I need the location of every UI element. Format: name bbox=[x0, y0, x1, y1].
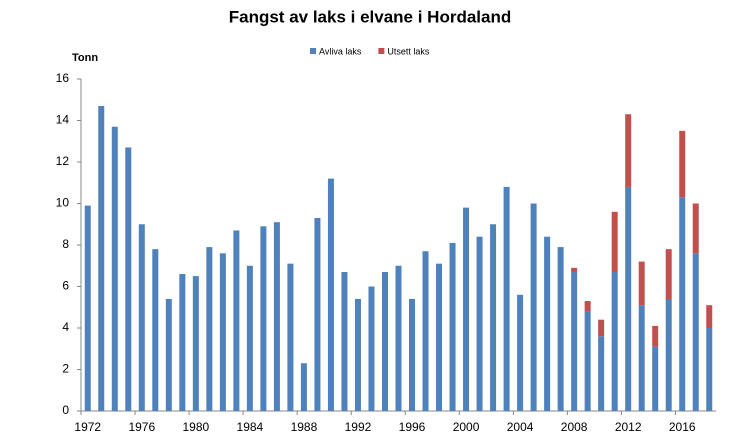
bar-segment bbox=[679, 130, 686, 198]
x-tick-label: 2012 bbox=[615, 420, 642, 434]
x-tick-label: 1984 bbox=[237, 420, 264, 434]
chart-title: Fangst av laks i elvane i Hordaland bbox=[229, 7, 512, 26]
bar-segment bbox=[638, 305, 645, 411]
y-tick-label: 2 bbox=[62, 362, 69, 376]
bar-segment bbox=[665, 249, 672, 299]
y-tick-label: 16 bbox=[56, 71, 70, 85]
y-tick-label: 14 bbox=[56, 113, 70, 127]
bar-segment bbox=[530, 203, 537, 411]
bar-segment bbox=[652, 325, 659, 347]
x-tick-label: 1992 bbox=[345, 420, 372, 434]
bar-segment bbox=[219, 253, 226, 411]
y-axis-label: Tonn bbox=[72, 52, 98, 64]
bar-segment bbox=[152, 249, 159, 411]
bar-segment bbox=[233, 230, 240, 411]
bar-segment bbox=[395, 265, 402, 411]
x-tick-label: 2004 bbox=[507, 420, 534, 434]
bar-segment bbox=[463, 207, 470, 411]
bar-segment bbox=[449, 242, 456, 411]
bar-segment bbox=[409, 298, 416, 411]
x-tick-label: 1980 bbox=[182, 420, 209, 434]
bar-segment bbox=[490, 224, 497, 411]
x-tick-label: 1996 bbox=[399, 420, 426, 434]
bar-segment bbox=[300, 363, 307, 411]
bar-segment bbox=[260, 226, 267, 411]
bar-segment bbox=[179, 274, 186, 411]
x-tick-label: 2000 bbox=[453, 420, 480, 434]
bar-segment bbox=[679, 197, 686, 411]
legend-label: Avliva laks bbox=[319, 46, 362, 56]
bar-segment bbox=[422, 251, 429, 411]
y-tick-label: 8 bbox=[62, 237, 69, 251]
bar-segment bbox=[354, 298, 361, 411]
bar-segment bbox=[692, 253, 699, 411]
bar-segment bbox=[503, 186, 510, 411]
bar-segment bbox=[98, 105, 105, 411]
bar-segment bbox=[652, 346, 659, 411]
bar-segment bbox=[584, 301, 591, 312]
x-tick-label: 1976 bbox=[128, 420, 155, 434]
bar-segment bbox=[544, 236, 551, 411]
bar-segment bbox=[598, 319, 605, 337]
bar-segment bbox=[611, 211, 618, 272]
bar-segment bbox=[341, 271, 348, 411]
y-tick-label: 0 bbox=[62, 403, 69, 417]
bar-segment bbox=[314, 218, 321, 411]
bar-segment bbox=[665, 298, 672, 411]
bar-segment bbox=[138, 224, 145, 411]
bar-segment bbox=[381, 271, 388, 411]
bar-segment bbox=[368, 286, 375, 411]
bar-segment bbox=[625, 186, 632, 411]
bar-segment bbox=[557, 247, 564, 411]
x-tick-label: 2008 bbox=[561, 420, 588, 434]
y-tick-label: 10 bbox=[56, 196, 70, 210]
y-tick-label: 12 bbox=[56, 154, 70, 168]
bar-segment bbox=[625, 114, 632, 187]
bar-segment bbox=[125, 147, 132, 411]
bar-segment bbox=[327, 178, 334, 411]
bar-segment bbox=[206, 247, 213, 411]
bar-segment bbox=[598, 336, 605, 411]
x-tick-label: 2016 bbox=[669, 420, 696, 434]
y-tick-label: 6 bbox=[62, 279, 69, 293]
bar-segment bbox=[517, 294, 524, 411]
bar-segment bbox=[246, 265, 253, 411]
legend-label: Utsett laks bbox=[387, 46, 430, 56]
bar-segment bbox=[476, 236, 483, 411]
x-tick-label: 1972 bbox=[74, 420, 101, 434]
bar-segment bbox=[692, 203, 699, 254]
bar-segment bbox=[584, 311, 591, 411]
bar-segment bbox=[273, 222, 280, 411]
bar-segment bbox=[638, 261, 645, 306]
bar-segment bbox=[111, 126, 118, 411]
bar-segment bbox=[571, 267, 578, 272]
x-tick-label: 1988 bbox=[291, 420, 318, 434]
bar-segment bbox=[706, 305, 713, 328]
bar-segment bbox=[571, 271, 578, 411]
bar-segment bbox=[84, 205, 91, 411]
bar-segment bbox=[192, 276, 199, 411]
bar-segment bbox=[706, 328, 713, 411]
bar-segment bbox=[611, 271, 618, 411]
legend-swatch bbox=[310, 48, 316, 54]
bar-segment bbox=[287, 263, 294, 411]
bar-segment bbox=[165, 298, 172, 411]
bar-segment bbox=[436, 263, 443, 411]
y-tick-label: 4 bbox=[62, 320, 69, 334]
legend-swatch bbox=[378, 48, 385, 54]
